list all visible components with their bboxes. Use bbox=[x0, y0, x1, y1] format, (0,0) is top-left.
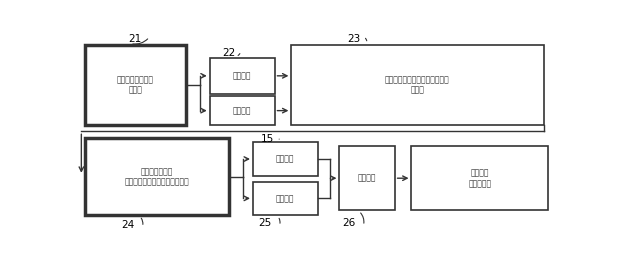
Text: 热压固化: 热压固化 bbox=[358, 174, 376, 183]
FancyBboxPatch shape bbox=[291, 45, 544, 125]
FancyBboxPatch shape bbox=[210, 96, 275, 125]
FancyBboxPatch shape bbox=[85, 138, 229, 215]
Text: 24: 24 bbox=[122, 220, 135, 230]
FancyBboxPatch shape bbox=[253, 182, 317, 215]
Text: 26: 26 bbox=[342, 219, 356, 228]
Text: 上、下面板预处理
及化粒: 上、下面板预处理 及化粒 bbox=[117, 75, 154, 95]
FancyBboxPatch shape bbox=[253, 143, 317, 176]
Text: 蜂窝胶层: 蜂窝胶层 bbox=[276, 194, 294, 203]
FancyBboxPatch shape bbox=[412, 146, 548, 210]
Text: 23: 23 bbox=[347, 34, 360, 43]
Text: 22: 22 bbox=[222, 48, 236, 58]
Text: 金属蜂窝
夹层板产品: 金属蜂窝 夹层板产品 bbox=[468, 168, 492, 188]
Text: 25: 25 bbox=[259, 219, 272, 228]
FancyBboxPatch shape bbox=[85, 45, 185, 125]
Text: 金属蜂窝芯材、
将面板及蜂窝芯材上、高温胶层: 金属蜂窝芯材、 将面板及蜂窝芯材上、高温胶层 bbox=[125, 167, 189, 186]
Text: 对面板、蜂窝芯材进行、高温高
压处理: 对面板、蜂窝芯材进行、高温高 压处理 bbox=[385, 75, 450, 95]
Text: 15: 15 bbox=[260, 134, 274, 144]
Text: 皮碰胶层: 皮碰胶层 bbox=[276, 155, 294, 163]
Text: 涂胶处理: 涂胶处理 bbox=[233, 71, 251, 80]
Text: 蜂窝芯材: 蜂窝芯材 bbox=[233, 106, 251, 115]
FancyBboxPatch shape bbox=[339, 146, 394, 210]
FancyBboxPatch shape bbox=[210, 58, 275, 94]
Text: 21: 21 bbox=[128, 34, 142, 43]
